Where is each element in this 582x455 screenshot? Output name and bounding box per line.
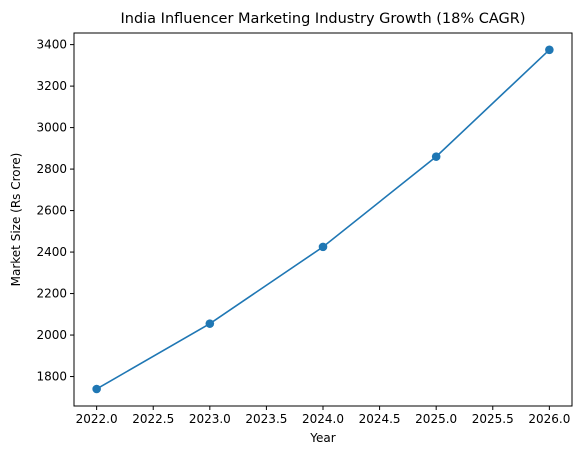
x-tick-label: 2025.0 — [415, 412, 457, 426]
x-tick-label: 2022.0 — [76, 412, 118, 426]
series-layer — [92, 45, 554, 394]
y-tick-label: 2000 — [36, 328, 67, 342]
x-axis-label: Year — [309, 431, 335, 445]
x-tick-label: 2024.0 — [302, 412, 344, 426]
data-point — [545, 45, 554, 55]
x-axis: 2022.0 2022.5 2023.0 2023.5 2024.0 2024.5 2025… — [76, 406, 570, 426]
data-point — [431, 152, 441, 161]
data-point — [318, 242, 328, 252]
y-tick-label: 2800 — [36, 162, 67, 176]
x-tick-label: 2026.0 — [528, 412, 570, 426]
y-tick-label: 2200 — [36, 287, 67, 301]
y-tick-label: 3200 — [36, 79, 67, 93]
plot-frame — [73, 32, 573, 407]
data-point — [92, 384, 101, 394]
x-tick-label: 2023.5 — [245, 412, 287, 426]
series-line — [96, 49, 550, 390]
x-tick-label: 2023.0 — [189, 412, 231, 426]
y-tick-label: 2400 — [36, 245, 67, 259]
chart-title: India Influencer Marketing Industry Grow… — [120, 11, 525, 27]
x-tick-label: 2025.5 — [472, 412, 514, 426]
x-tick-label: 2022.5 — [132, 412, 174, 426]
x-tick-label: 2024.5 — [359, 412, 401, 426]
y-tick-label: 2600 — [36, 204, 67, 218]
plot-area — [73, 32, 573, 407]
y-tick-label: 3000 — [36, 121, 67, 135]
data-point — [205, 319, 215, 328]
y-tick-label: 3400 — [36, 38, 67, 52]
y-tick-label: 1800 — [36, 370, 67, 384]
y-axis-label: Market Size (Rs Crore) — [9, 153, 23, 287]
y-axis: 1800 2000 2200 2400 2600 2800 3000 3200 3400 — [36, 38, 74, 384]
